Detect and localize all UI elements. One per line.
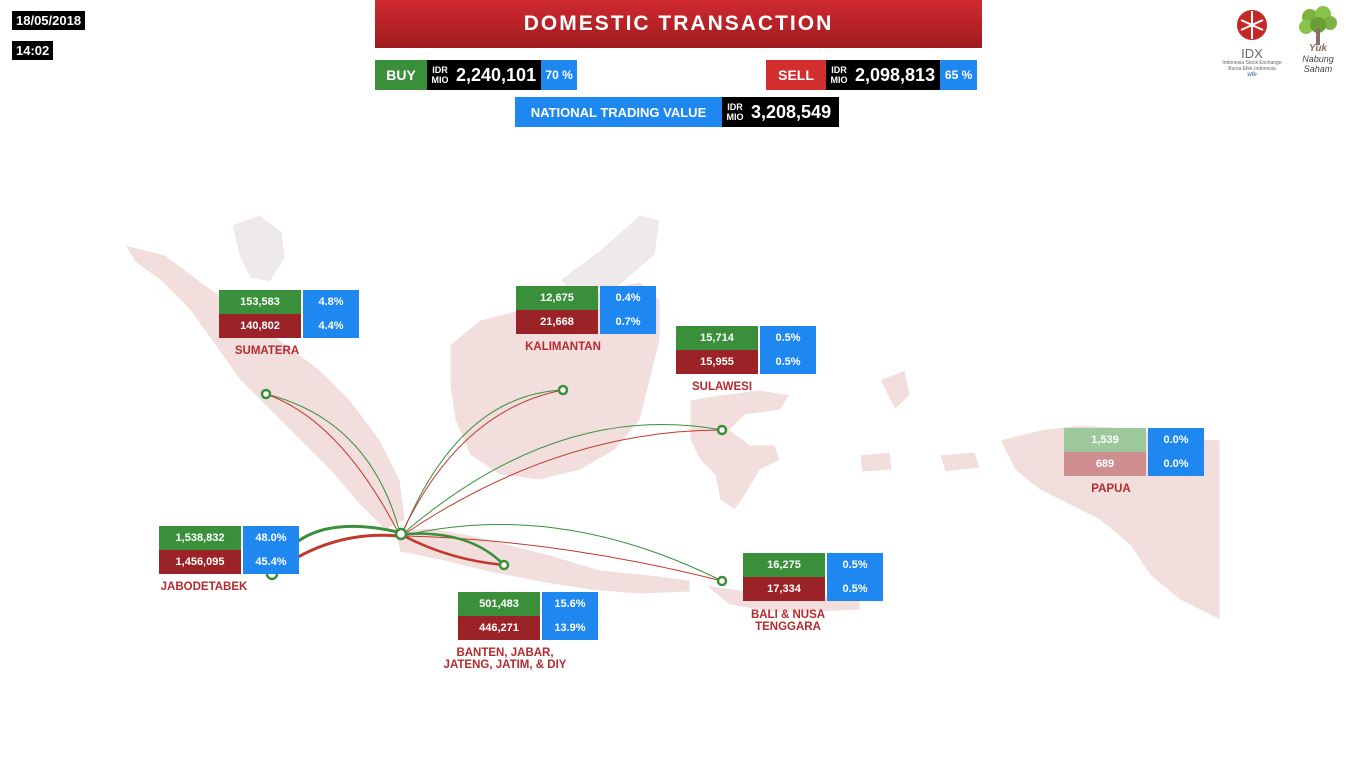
region-label-sulawesi: SULAWESI	[691, 381, 753, 393]
region-box-bali-nusa-tenggara: 16,275 0.5% 17,334 0.5%	[743, 553, 883, 601]
buy-value: 2,240,101	[453, 60, 542, 90]
flow-sumatera-buy	[265, 393, 401, 534]
sulawesi-buy-value: 15,714	[676, 326, 758, 350]
sumatera-sell-percent: 4.4%	[303, 314, 359, 338]
national-unit: IDR MIO	[722, 97, 748, 127]
sumatera-buy-value: 153,583	[219, 290, 301, 314]
region-box-papua: 1,539 0.0% 689 0.0%	[1064, 428, 1204, 476]
yuk-nabung-saham-logo: Yuk Nabung Saham	[1294, 5, 1342, 74]
sell-summary: SELL IDR MIO 2,098,813 65 %	[766, 60, 978, 90]
buy-label: BUY	[375, 60, 427, 90]
flow-java-sell	[403, 534, 505, 567]
sumatera-shape	[123, 244, 406, 531]
kalimantan-sell-value: 21,668	[516, 310, 598, 334]
java-buy-value: 501,483	[458, 592, 540, 616]
sulawesi-buy-percent: 0.5%	[760, 326, 816, 350]
buy-unit: IDR MIO	[427, 60, 453, 90]
region-label-java: BANTEN, JABAR, JATENG, JATIM, & DIY	[443, 647, 567, 671]
node-bali	[716, 575, 728, 587]
idx-logo: IDX Indonesia Stock Exchange Bursa Efek …	[1218, 8, 1286, 79]
region-label-sumatera: SUMATERA	[234, 345, 300, 357]
java-shape	[394, 527, 691, 595]
flow-kalimantan-buy	[402, 389, 564, 533]
java-sell-value: 446,271	[458, 616, 540, 640]
jabodetabek-buy-value: 1,538,832	[159, 526, 241, 550]
papua-sell-percent: 0.0%	[1148, 452, 1204, 476]
sumatera-sell-value: 140,802	[219, 314, 301, 338]
jabodetabek-buy-percent: 48.0%	[243, 526, 299, 550]
sell-label: SELL	[766, 60, 826, 90]
region-label-papua: PAPUA	[1091, 483, 1131, 495]
node-kalimantan	[557, 384, 569, 396]
idx-logo-icon	[1237, 10, 1267, 40]
region-box-sumatera: 153,583 4.8% 140,802 4.4%	[219, 290, 359, 338]
page-title: DOMESTIC TRANSACTION	[375, 0, 982, 48]
sell-percent: 65 %	[940, 60, 978, 90]
buy-summary: BUY IDR MIO 2,240,101 70 %	[375, 60, 578, 90]
tree-icon	[1299, 6, 1337, 45]
sumatera-buy-percent: 4.8%	[303, 290, 359, 314]
national-label: NATIONAL TRADING VALUE	[515, 97, 722, 127]
maluku-shape	[859, 369, 981, 473]
malay-peninsula-shape	[231, 214, 286, 283]
region-box-java: 501,483 15.6% 446,271 13.9%	[458, 592, 598, 640]
jabodetabek-sell-value: 1,456,095	[159, 550, 241, 574]
sell-value: 2,098,813	[852, 60, 941, 90]
java-sell-percent: 13.9%	[542, 616, 598, 640]
flow-kalimantan-sell	[401, 389, 564, 534]
sulawesi-shape	[689, 389, 791, 511]
region-label-jabodetabek: JABODETABEK	[160, 581, 248, 593]
region-label-kalimantan: KALIMANTAN	[525, 341, 601, 353]
node-jakarta	[394, 527, 408, 541]
kalimantan-buy-value: 12,675	[516, 286, 598, 310]
kalimantan-sell-percent: 0.7%	[600, 310, 656, 334]
bali-sell-value: 17,334	[743, 577, 825, 601]
time-label: 14:02	[12, 41, 54, 60]
node-sumatera	[260, 388, 272, 400]
kalimantan-buy-percent: 0.4%	[600, 286, 656, 310]
papua-buy-value: 1,539	[1064, 428, 1146, 452]
region-label-bali-nusa-tenggara: BALI & NUSA TENGGARA	[750, 609, 826, 633]
bali-buy-percent: 0.5%	[827, 553, 883, 577]
flow-bali-sell	[405, 535, 723, 582]
sell-unit: IDR MIO	[826, 60, 852, 90]
papua-buy-percent: 0.0%	[1148, 428, 1204, 452]
bali-sell-percent: 0.5%	[827, 577, 883, 601]
region-box-kalimantan: 12,675 0.4% 21,668 0.7%	[516, 286, 656, 334]
date-label: 18/05/2018	[12, 11, 86, 30]
flow-sulawesi-sell	[405, 429, 723, 534]
papua-sell-value: 689	[1064, 452, 1146, 476]
jabodetabek-sell-percent: 45.4%	[243, 550, 299, 574]
node-sulawesi	[716, 424, 728, 436]
flow-java-buy	[405, 532, 505, 566]
flow-sulawesi-buy	[404, 424, 723, 533]
node-java	[498, 559, 510, 571]
sulawesi-sell-value: 15,955	[676, 350, 758, 374]
bali-buy-value: 16,275	[743, 553, 825, 577]
region-box-jabodetabek: 1,538,832 48.0% 1,456,095 45.4%	[159, 526, 299, 574]
flow-bali-buy	[405, 523, 723, 582]
flow-sumatera-sell	[265, 393, 399, 533]
buy-percent: 70 %	[541, 60, 578, 90]
national-value: 3,208,549	[748, 97, 840, 127]
java-buy-percent: 15.6%	[542, 592, 598, 616]
national-trading-summary: NATIONAL TRADING VALUE IDR MIO 3,208,549	[515, 97, 840, 127]
sulawesi-sell-percent: 0.5%	[760, 350, 816, 374]
region-box-sulawesi: 15,714 0.5% 15,955 0.5%	[676, 326, 816, 374]
